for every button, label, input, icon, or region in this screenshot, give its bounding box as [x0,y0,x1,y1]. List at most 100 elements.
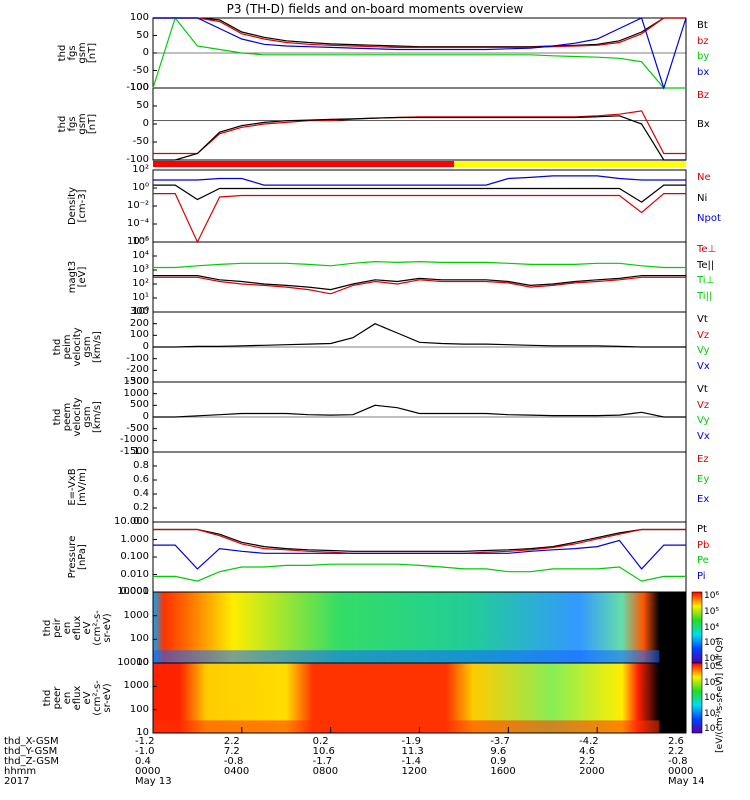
efield-legend-2: Ex [697,494,710,505]
series-fgs_gsm-1 [153,17,686,49]
peem_vel-tick-label: 1000 [123,387,149,399]
fgs_gsm2-tick-label: -100 [126,154,149,165]
efield-tick-label: 0.4 [133,488,149,499]
colorbar-tick-label: 10⁴ [704,693,720,703]
time-value-x: 2.2 [223,736,240,747]
series-fgs_gsm2-4 [153,110,686,155]
fgs_gsm2-legend-0: Bz [697,90,710,101]
peem_vel-tick-label: -1500 [119,446,149,457]
colorbar-tick-label: 10³ [704,638,720,649]
colorbar-tick-label: 10² [704,724,720,734]
pressure-legend-2: Pe [697,555,709,567]
time-value-x: -1.9 [401,736,422,747]
peim_vel-legend-3: Vx [697,360,710,372]
temp-tick-label: 10⁰ [132,306,149,317]
series-fgs_gsm-0 [153,17,686,48]
fgs_gsm2-tick-label: 50 [136,100,149,111]
efield-tick-label: 0.6 [133,474,149,485]
fgs_gsm-legend-3: bx [697,66,710,78]
peer_spec-tick-label: 10000 [117,657,149,668]
fgs_gsm2-ylabel: [nT] [87,113,98,135]
temp-tick-label: 10⁴ [132,250,149,261]
peem_vel-tick-label: 500 [129,399,149,411]
peir_spec-tick-label: 1000 [123,609,149,621]
time-value-z: 0.4 [135,756,151,767]
fgs_gsm-tick-label: -50 [132,64,149,76]
peim_vel-tick-label: 100 [129,329,149,341]
density-tick-label: 10⁻² [126,200,149,211]
temp-tick-label: 10³ [132,264,149,275]
fgs_gsm2-tick-label: 0 [142,118,149,129]
fgs_gsm2-frame [152,87,687,161]
series-temp-9 [153,276,686,295]
temp-frame [152,241,687,313]
peim_vel-tick-label: 300 [129,306,149,317]
peer_spec-ylabel: sr-eV) [102,683,113,713]
density-ylabel: [cm-3] [77,189,88,223]
colorbar-tick-label: 10² [704,654,720,664]
time-value-date: May 13 [135,776,172,787]
temp-tick-label: 10⁵ [132,236,149,247]
efield-legend-0: Ez [697,454,709,465]
colorbar-tick-label: 10⁵ [704,677,720,688]
series-pressure-17 [153,539,686,570]
peir_spec-tick-label: 100 [129,633,149,645]
peir_spec-tick-label: 10000 [117,586,149,597]
time-value-y: -1.0 [135,746,155,757]
colorbar-label: [eV/(cm²-s-sr-eV)] (All Qs) [715,637,725,753]
density-tick-label: 10⁰ [132,182,149,193]
time-value-x: -1.2 [135,736,155,747]
efield-ylabel: [mV/m] [77,468,88,506]
colorbar-tick-label: 10⁶ [704,662,720,672]
orbit-bar-red [153,161,455,167]
time-value-z: -1.7 [312,756,333,767]
fgs_gsm-legend-1: bz [697,35,709,47]
pressure-tick-label: 1.000 [120,533,149,545]
series-peim_vel-12 [153,323,686,348]
density-tick-label: 10⁻⁶ [126,236,149,247]
fgs_gsm2-tick-label: 100 [129,82,149,93]
pressure-frame [152,521,687,593]
temp-ylabel: [eV] [77,266,88,288]
pressure-legend-0: Pt [697,524,707,535]
peim_vel-tick-label: -300 [126,376,149,387]
time-value-hhmm: 0000 [135,766,161,777]
pressure-legend-3: Pi [697,570,706,582]
temp-legend-1: Te|| [697,259,715,271]
pressure-legend-1: Pb [697,539,710,551]
peim_vel-tick-label: 0 [142,341,149,352]
pressure-tick-label: 10.000 [114,516,149,527]
peim_vel-tick-label: 200 [129,317,149,329]
time-value-x: 0.2 [312,736,329,747]
time-value-hhmm: 0800 [312,766,339,777]
fgs_gsm-ylabel: [nT] [87,42,98,64]
peem_vel-legend-1: Vz [697,399,710,411]
colorbar-tick-label: 10⁴ [704,622,720,633]
time-row-label: 2017 [4,776,30,787]
fgs_gsm-tick-label: -100 [126,82,149,93]
series-fgs_gsm-2 [152,16,686,89]
peem_vel-ylabel: [km/s] [92,401,103,433]
series-fgs_gsm-3 [153,17,687,90]
colorbar-tick-label: 10³ [704,708,720,719]
time-value-x: -4.2 [579,736,599,747]
peem_vel-legend-3: Vx [697,430,710,442]
series-fgs_gsm2-5 [153,115,686,161]
series-pressure-16 [153,563,686,582]
peem_vel-tick-label: 0 [142,411,149,422]
fgs_gsm-tick-label: 0 [142,47,149,58]
series-peem_vel-13 [153,404,686,418]
orbit-bar-yellow [454,161,686,167]
efield-legend-1: Ey [697,474,710,485]
time-row-label: thd_X-GSM [4,736,59,747]
peem_vel-tick-label: -500 [126,422,149,434]
efield-tick-label: 1.0 [133,446,149,457]
series-density-6 [153,193,686,244]
peir_spec-lowband [153,650,660,663]
time-value-y: 10.6 [312,746,335,757]
colorbar-tick-label: 10⁶ [704,591,720,601]
density-legend-1: Ni [697,192,708,204]
peim_vel-legend-2: Vy [697,345,710,357]
peim_vel-tick-label: -100 [126,352,149,364]
colorbar-tick-label: 10⁵ [704,606,720,617]
